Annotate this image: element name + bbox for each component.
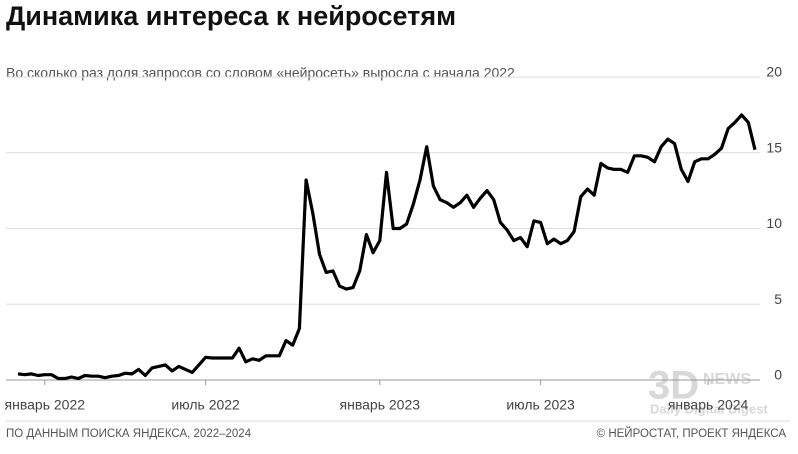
y-tick-label: 15 — [766, 139, 782, 155]
x-tick-label: июль 2023 — [506, 397, 575, 413]
watermark: 3D — [648, 364, 699, 408]
y-tick-label: 0 — [774, 367, 782, 383]
x-tick-label: июль 2022 — [171, 397, 240, 413]
x-tick-label: январь 2022 — [5, 397, 86, 413]
chart-title: Динамика интереса к нейросетям — [6, 1, 456, 31]
y-tick-label: 20 — [766, 64, 782, 80]
y-tick-label: 5 — [774, 291, 782, 307]
chart-subtitle: Во сколько раз доля запросов со словом «… — [6, 65, 515, 81]
x-tick-label: январь 2023 — [340, 397, 421, 413]
watermark: Daily Digital Digest — [650, 401, 768, 416]
source: ПО ДАННЫМ ПОИСКА ЯНДЕКСА, 2022–2024 — [6, 428, 252, 440]
y-tick-label: 10 — [766, 215, 782, 231]
credit: © НЕЙРОСТАТ, ПРОЕКТ ЯНДЕКСА — [597, 427, 787, 440]
line-series — [17, 113, 757, 381]
x-tick-label: январь 2024 — [668, 397, 749, 413]
